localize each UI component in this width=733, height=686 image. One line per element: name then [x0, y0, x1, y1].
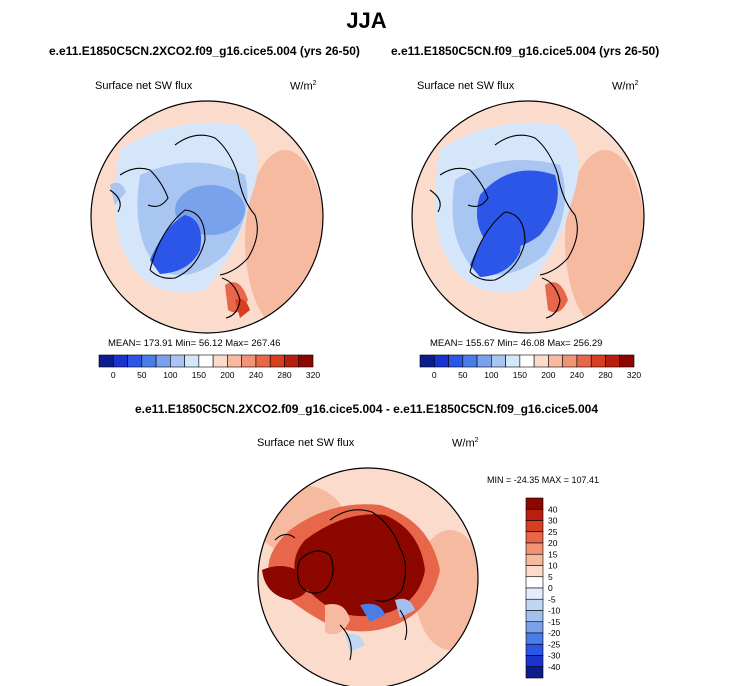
difference-colorbar-box: [525, 576, 544, 589]
panel-1-colorbar-box: [141, 354, 157, 368]
difference-colorbar-tick-label: -25: [548, 639, 561, 649]
panel-2-colorbar-tick-label: 240: [570, 370, 584, 380]
panel-2-colorbar-tick-label: 150: [513, 370, 527, 380]
panel-1-colorbar: 0 50 100 150 200 240 280 320: [98, 354, 320, 380]
panel-2-colorbar-box: [548, 354, 563, 368]
panel-2-colorbar-box: [605, 354, 621, 368]
panel-2-colorbar-tick-label: 100: [484, 370, 498, 380]
difference-colorbar-tick-label: 0: [548, 583, 553, 593]
panel-1-colorbar-box: [298, 354, 314, 368]
difference-colorbar-tick-label: -30: [548, 651, 561, 661]
difference-colorbar-box: [525, 610, 544, 623]
panel-1-colorbar-box: [212, 354, 228, 368]
panel-1-colorbar-box: [198, 354, 214, 368]
panel-1-units-label: W/m2: [290, 80, 317, 93]
difference-colorbar-box: [525, 497, 544, 510]
panel-1-colorbar-box: [112, 354, 128, 368]
difference-colorbar-tick-label: 30: [548, 516, 558, 526]
difference-colorbar-box: [525, 531, 544, 544]
panel-2-colorbar-box: [576, 354, 592, 368]
panel-2-colorbar-box: [491, 354, 506, 368]
panel-1-colorbar-box: [155, 354, 171, 368]
panel-2-colorbar-tick-label: 0: [432, 370, 437, 380]
panel-2-colorbar-box: [505, 354, 521, 368]
panel-2-colorbar-box: [462, 354, 478, 368]
difference-colorbar-box: [525, 632, 544, 645]
panel-2-colorbar-tick-label: 320: [627, 370, 641, 380]
figure-title: JJA: [346, 8, 387, 33]
panel-2-variable-label: Surface net SW flux: [417, 80, 515, 92]
panel-1-colorbar-tick-label: 240: [249, 370, 263, 380]
panel-2-colorbar-box: [519, 354, 535, 368]
difference-colorbar-box: [525, 520, 544, 533]
panel-1-colorbar-box: [184, 354, 200, 368]
panel-2-colorbar-tick-label: 280: [598, 370, 612, 380]
panel-1-colorbar-tick-label: 280: [277, 370, 291, 380]
difference-colorbar-tick-label: 20: [548, 538, 558, 548]
panel-1-colorbar-tick-label: 100: [163, 370, 177, 380]
difference-map: [257, 467, 479, 686]
difference-units-label: W/m2: [452, 437, 479, 450]
panel-1-colorbar-box: [284, 354, 300, 368]
panel-1-colorbar-tick-label: 320: [306, 370, 320, 380]
panel-1-case-title: e.e11.E1850C5CN.2XCO2.f09_g16.cice5.004 …: [49, 44, 360, 58]
difference-colorbar-tick-label: -20: [548, 628, 561, 638]
panel-2-colorbar-box: [476, 354, 492, 368]
difference-variable-label: Surface net SW flux: [257, 437, 355, 449]
panel-1-colorbar-box: [98, 354, 114, 368]
panel-1-colorbar-box: [269, 354, 285, 368]
panel-2-colorbar-box: [448, 354, 464, 368]
difference-colorbar-tick-label: 15: [548, 549, 558, 559]
difference-colorbar-box: [525, 565, 544, 578]
panel-1-colorbar-tick-label: 200: [220, 370, 234, 380]
panel-1-map: [90, 100, 324, 334]
panel-1-colorbar-box: [255, 354, 271, 368]
panel-2-stats: MEAN= 155.67 Min= 46.08 Max= 256.29: [430, 338, 603, 349]
panel-2-colorbar-box: [433, 354, 449, 368]
difference-colorbar-box: [525, 598, 544, 611]
difference-colorbar-box: [525, 621, 544, 634]
panel-2-units-label: W/m2: [612, 80, 639, 93]
panel-2-colorbar-box: [562, 354, 578, 368]
difference-colorbar-tick-label: 25: [548, 527, 558, 537]
difference-colorbar-tick-label: 40: [548, 504, 558, 514]
difference-colorbar-tick-label: 5: [548, 572, 553, 582]
panel-1-colorbar-tick-label: 50: [137, 370, 147, 380]
panel-1-colorbar-box: [127, 354, 143, 368]
difference-colorbar-box: [525, 666, 544, 679]
panel-1-colorbar-box: [227, 354, 242, 368]
panel-1-variable-label: Surface net SW flux: [95, 80, 193, 92]
difference-colorbar-tick-label: -5: [548, 594, 556, 604]
difference-colorbar-tick-label: -15: [548, 617, 561, 627]
panel-2-colorbar: 0 50 100 150 200 240 280 320: [419, 354, 641, 380]
panel-2-colorbar-tick-label: 200: [541, 370, 555, 380]
difference-title: e.e11.E1850C5CN.2XCO2.f09_g16.cice5.004 …: [135, 402, 598, 416]
difference-colorbar-box: [525, 655, 544, 668]
difference-colorbar-tick-label: -40: [548, 662, 561, 672]
panel-2-colorbar-box: [590, 354, 606, 368]
panel-2-colorbar-box: [419, 354, 435, 368]
panel-2-colorbar-tick-label: 50: [458, 370, 468, 380]
difference-colorbar-tick-label: -10: [548, 606, 561, 616]
panel-1-colorbar-tick-label: 150: [192, 370, 206, 380]
difference-colorbar-box: [525, 508, 544, 521]
difference-colorbar-box: [525, 542, 544, 555]
panel-1-colorbar-tick-label: 0: [111, 370, 116, 380]
panel-1-colorbar-box: [170, 354, 185, 368]
difference-colorbar-box: [525, 553, 544, 566]
panel-2-colorbar-box: [619, 354, 635, 368]
panel-2-case-title: e.e11.E1850C5CN.f09_g16.cice5.004 (yrs 2…: [391, 44, 660, 58]
panel-2-map: [411, 100, 645, 334]
difference-colorbar-box: [525, 587, 544, 600]
panel-2-colorbar-box: [533, 354, 549, 368]
difference-colorbar-tick-label: 10: [548, 561, 558, 571]
panel-1-colorbar-box: [241, 354, 257, 368]
difference-colorbar-box: [525, 643, 544, 656]
difference-minmax: MIN = -24.35 MAX = 107.41: [487, 475, 600, 485]
panel-1-stats: MEAN= 173.91 Min= 56.12 Max= 267.46: [108, 338, 281, 349]
